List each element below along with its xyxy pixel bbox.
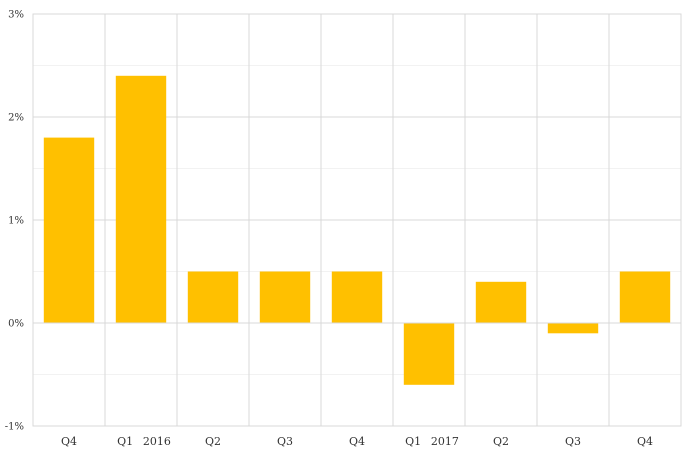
bar-1: [43, 137, 95, 323]
bars: [43, 75, 671, 385]
x-tick-label: Q4: [637, 435, 653, 448]
x-axis-tick-labels: Q4 Q1 Q2 Q3 Q4 Q1 Q2 Q3 Q4: [61, 435, 653, 448]
bar-8: [547, 323, 599, 334]
y-tick-label: -1%: [5, 422, 24, 433]
x-tick-label: Q1: [405, 435, 421, 448]
bar-5: [331, 271, 383, 323]
bar-2: [115, 75, 167, 323]
x-tick-label: Q4: [61, 435, 77, 448]
year-label: 2016: [143, 435, 171, 448]
x-tick-label: Q1: [117, 435, 133, 448]
year-labels: 2016 2017: [143, 435, 459, 448]
x-tick-label: Q3: [565, 435, 581, 448]
bar-3: [187, 271, 239, 323]
y-tick-label: 3%: [8, 10, 24, 21]
x-tick-label: Q2: [493, 435, 509, 448]
x-tick-label: Q3: [277, 435, 293, 448]
plot-frame: [32, 13, 682, 427]
y-axis-tick-labels: -1% 0% 1% 2% 3%: [5, 10, 24, 433]
y-tick-label: 0%: [8, 319, 24, 330]
y-tick-label: 2%: [8, 113, 24, 124]
bar-7: [475, 281, 527, 323]
bar-9: [619, 271, 671, 323]
x-tick-label: Q4: [349, 435, 365, 448]
x-tick-label: Q2: [205, 435, 221, 448]
year-label: 2017: [431, 435, 459, 448]
bar-4: [259, 271, 311, 323]
vertical-gridlines: [104, 14, 610, 426]
y-tick-label: 1%: [8, 216, 24, 227]
bar-6: [403, 323, 455, 385]
